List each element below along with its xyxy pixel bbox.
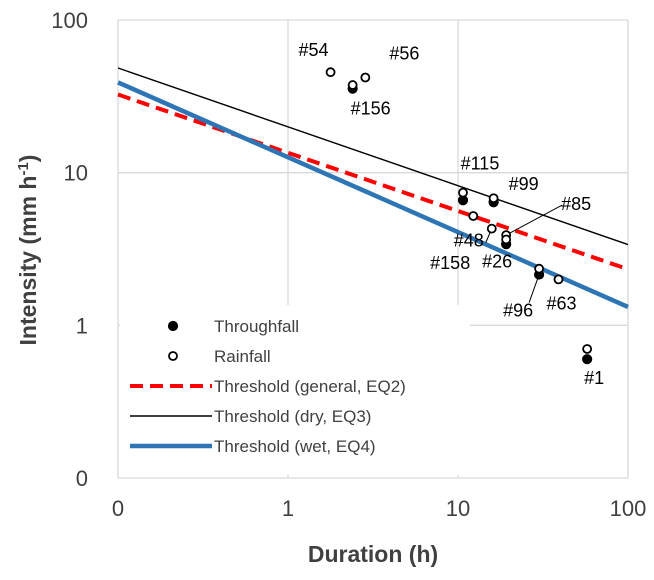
point-label: #48	[454, 231, 484, 251]
rainfall-point	[486, 223, 497, 234]
y-tick-label: 10	[64, 161, 88, 186]
legend-label: Threshold (wet, EQ4)	[214, 437, 376, 456]
rainfall-point	[553, 274, 564, 285]
y-tick-label: 1	[76, 313, 88, 338]
rainfall-point	[501, 234, 512, 245]
rainfall-point	[534, 263, 545, 274]
legend-marker	[168, 351, 178, 361]
tick-labels: 0 1 10 100 0 1 10 100	[51, 8, 646, 521]
y-axis-title: Intensity (mm h-1)	[15, 155, 42, 346]
legend-label: Threshold (dry, EQ3)	[214, 407, 371, 426]
point-label: #115	[461, 154, 500, 174]
legend-label: Throughfall	[214, 317, 299, 336]
rainfall-point	[488, 193, 499, 204]
rainfall-point	[325, 67, 336, 78]
point-label: #1	[584, 368, 604, 388]
rainfall-point	[347, 80, 358, 90]
leader-line	[505, 204, 563, 236]
point-label: #96	[503, 301, 533, 321]
point-label: #26	[482, 251, 512, 271]
rainfall-point	[582, 344, 593, 354]
point-label: #85	[561, 194, 591, 214]
x-tick-label: 0	[112, 496, 124, 521]
x-tick-label: 1	[282, 496, 294, 521]
threshold-line	[117, 92, 629, 272]
y-axis-title-superscript: -1	[15, 162, 32, 175]
y-tick-label: 0	[76, 466, 88, 491]
throughfall-point	[582, 354, 593, 365]
threshold-line	[117, 67, 629, 246]
point-label: #63	[546, 293, 576, 313]
legend-label: Rainfall	[214, 347, 271, 366]
point-label: #99	[509, 174, 539, 194]
y-axis-title-close: )	[15, 155, 41, 163]
legend: Throughfall Rainfall Threshold (general, E…	[130, 317, 406, 456]
y-axis-title-main: Intensity (mm h	[15, 176, 41, 346]
legend-label: Threshold (general, EQ2)	[214, 377, 406, 396]
rainfall-point	[458, 187, 468, 198]
y-tick-label: 100	[51, 8, 88, 33]
point-label: #156	[351, 99, 391, 119]
point-labels: #54 #56 #156 #115 #99 #85 #48#158 #26 #96 #63 #1	[299, 40, 605, 388]
point-label: #56	[389, 44, 419, 64]
rainfall-point	[360, 72, 371, 83]
rainfall-point	[468, 211, 479, 221]
data-points	[325, 67, 593, 365]
point-label: #158	[430, 253, 470, 273]
x-axis-title: Duration (h)	[308, 541, 438, 567]
x-tick-label: 10	[446, 496, 470, 521]
point-label: #54	[299, 40, 329, 60]
legend-marker	[167, 320, 179, 332]
x-tick-label: 100	[610, 496, 647, 521]
